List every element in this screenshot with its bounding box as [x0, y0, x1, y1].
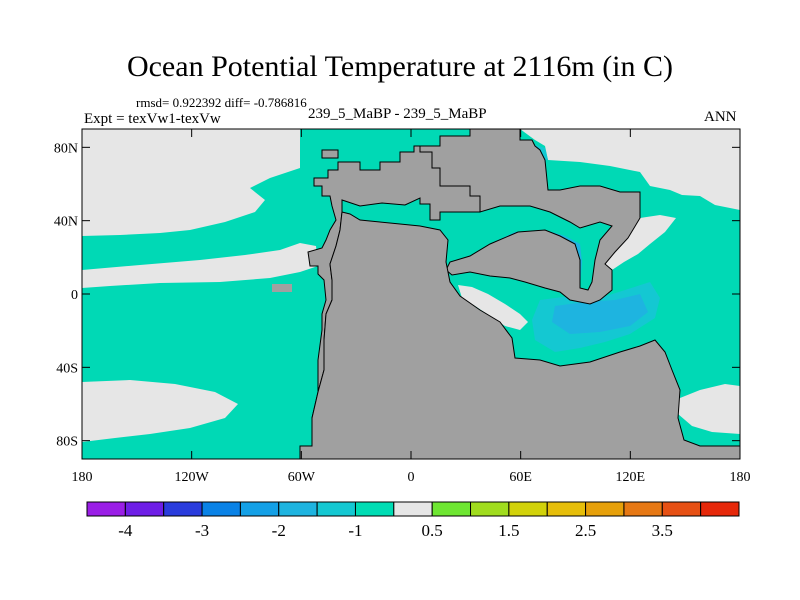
near-zero-region-indian-north	[458, 285, 528, 330]
colorbar-label: 0.5	[422, 521, 443, 540]
case-label: 239_5_MaBP - 239_5_MaBP	[308, 106, 487, 122]
lon-tick-label: 120W	[175, 470, 210, 485]
land-island-north-atlantic	[321, 149, 339, 159]
lon-tick-label: 180	[72, 470, 93, 485]
longitude-axis: 180 120W 60W 0 60E 120E 180	[72, 129, 751, 485]
lon-tick-label: 120E	[616, 470, 646, 485]
stats-text: rmsd= 0.922392 diff= -0.786816	[136, 95, 307, 110]
colorbar-swatch	[354, 501, 395, 517]
colorbar-swatch	[700, 501, 740, 517]
colorbar-swatch	[86, 501, 126, 517]
near-zero-region-tropical-pacific	[82, 243, 318, 288]
colorbar-swatch	[546, 501, 587, 517]
lat-tick-label: 40S	[56, 361, 78, 376]
anomaly-southern-indian-strong	[552, 294, 648, 334]
colorbar-swatch	[316, 501, 356, 517]
colorbar-swatch	[585, 501, 625, 517]
colorbar-label: 1.5	[498, 521, 519, 540]
colorbar-swatch	[163, 501, 203, 517]
lat-tick-label: 40N	[54, 215, 78, 230]
colorbar-swatch	[623, 501, 663, 517]
season-label: ANN	[704, 109, 737, 125]
colorbar-label: -4	[118, 521, 133, 540]
near-zero-region-north-pacific	[82, 129, 300, 236]
near-zero-region-west-pacific	[605, 215, 676, 270]
colorbar: -4 -3 -2 -1 0.5 1.5 2.5 3.5	[86, 501, 740, 540]
map-field	[82, 129, 740, 459]
lon-tick-label: 180	[730, 470, 751, 485]
colorbar-swatch	[124, 501, 165, 517]
colorbar-label: -1	[348, 521, 362, 540]
latitude-axis: 80N 40N 0 40S 80S	[54, 141, 740, 450]
lat-tick-label: 0	[71, 288, 78, 303]
colorbar-swatch	[201, 501, 241, 517]
colorbar-swatch	[239, 501, 280, 517]
colorbar-swatch	[393, 501, 433, 517]
experiment-label: Expt = texVw1-texVw	[84, 111, 221, 127]
near-zero-region-southeast	[675, 384, 740, 434]
land-south-africa-tip	[299, 211, 740, 459]
colorbar-label: 2.5	[575, 521, 596, 540]
plot-title: Ocean Potential Temperature at 2116m (in…	[126, 50, 674, 83]
colorbar-swatch	[278, 501, 318, 517]
colorbar-swatch	[508, 501, 548, 517]
lon-tick-label: 0	[408, 470, 415, 485]
lon-tick-label: 60W	[288, 470, 316, 485]
lat-tick-label: 80N	[54, 141, 78, 156]
colorbar-label: -3	[195, 521, 209, 540]
colorbar-swatch	[470, 501, 510, 517]
lon-tick-label: 60E	[509, 470, 532, 485]
lat-tick-label: 80S	[56, 435, 78, 450]
colorbar-label: -2	[272, 521, 286, 540]
colorbar-label: 3.5	[652, 521, 673, 540]
land-small-island-west	[272, 284, 292, 292]
colorbar-swatch	[661, 501, 702, 517]
near-zero-region-arctic	[520, 129, 740, 210]
near-zero-region-south-pacific	[82, 380, 238, 442]
colorbar-swatch	[431, 501, 472, 517]
land-eurasia	[419, 129, 641, 305]
